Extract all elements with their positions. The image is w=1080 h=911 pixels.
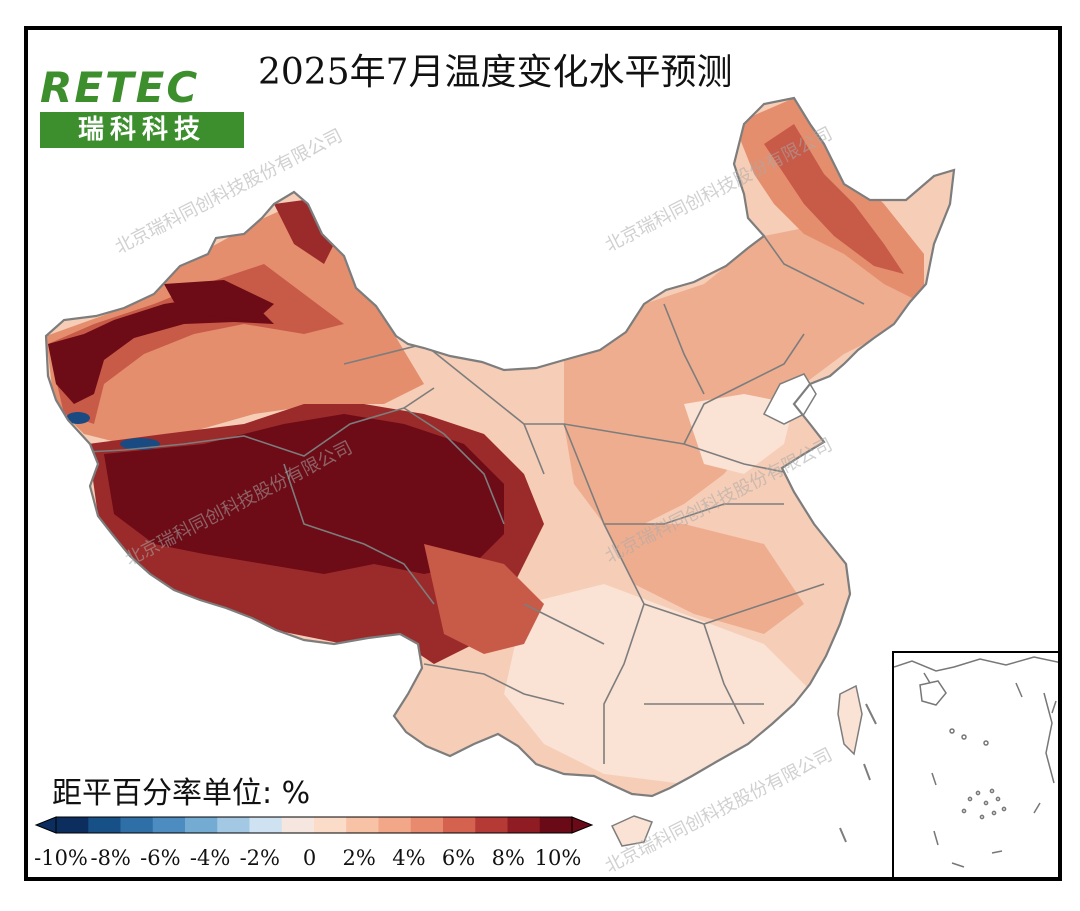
china-border — [44, 96, 956, 798]
hainan-island — [610, 815, 653, 847]
legend-tick-label: 0 — [302, 846, 317, 870]
province-border — [763, 235, 865, 305]
legend-tick-label: -6% — [140, 846, 181, 870]
province-border — [604, 503, 784, 525]
colorbar-segment — [314, 817, 347, 833]
colorbar-segment — [443, 817, 476, 833]
province-border — [663, 303, 705, 395]
legend-tick-label: -8% — [90, 846, 131, 870]
province-border — [47, 387, 435, 457]
bohai-sea — [762, 373, 817, 425]
province-border — [603, 603, 645, 764]
nine-dash-line — [865, 703, 877, 725]
logo-company-text: 瑞科科技 — [40, 112, 244, 148]
legend-tick-label: 6% — [441, 846, 476, 870]
inset-hainan — [919, 680, 947, 706]
temperature-anomaly-layers — [46, 98, 924, 784]
nine-dash-line — [839, 827, 847, 843]
province-border — [283, 463, 435, 605]
colorbar-segment — [378, 817, 412, 833]
inset-islands — [923, 672, 1057, 868]
anomaly-region-altai — [274, 200, 334, 264]
inset-philippines — [1043, 692, 1055, 784]
colorbar-segment — [539, 817, 573, 833]
legend-tick-label: -2% — [239, 846, 281, 870]
anomaly-cold-spot — [66, 412, 90, 424]
anomaly-region-south — [504, 584, 814, 784]
colorbar-segment — [507, 817, 541, 833]
province-border — [403, 407, 505, 525]
anomaly-region-hengduan — [424, 544, 544, 654]
colorbar-segment — [475, 817, 508, 833]
south-china-sea-map — [893, 656, 1058, 868]
province-border — [563, 423, 825, 625]
colorbar-segment — [120, 817, 154, 833]
colorbar-segment — [410, 817, 444, 833]
colorbar-segment — [346, 817, 379, 833]
logo-brand-text: RETEC — [40, 63, 200, 112]
colorbar-segment — [185, 817, 218, 833]
province-border — [524, 423, 795, 475]
legend-tick-label: -10% — [34, 846, 88, 870]
colorbar-outline — [55, 816, 573, 834]
legend-tick-label: 2% — [342, 846, 376, 870]
nine-dash-line — [863, 763, 871, 781]
province-border — [703, 623, 745, 725]
province-border — [423, 663, 565, 705]
colorbar-segment — [88, 817, 121, 833]
province-border — [523, 603, 605, 645]
colorbar-segment — [281, 817, 315, 833]
anomaly-region-tibet-core — [104, 414, 504, 574]
south-china-sea-inset — [892, 651, 1058, 877]
colorbar-max-arrow — [571, 816, 594, 834]
legend-tick-label: -4% — [189, 846, 231, 870]
anomaly-region-junggar — [164, 280, 274, 322]
province-border — [343, 343, 545, 475]
legend-tick-label: 4% — [392, 846, 426, 870]
colorbar-segment — [152, 817, 186, 833]
legend-tick-label: 8% — [491, 846, 525, 870]
colorbar-segment — [56, 817, 89, 833]
china-temperature-map — [44, 96, 956, 847]
colorbar-min-arrow — [34, 816, 57, 834]
map-frame — [24, 26, 1062, 881]
colorbar-segment — [249, 817, 283, 833]
legend-colorbar — [34, 816, 594, 834]
inset-coastline — [893, 656, 1058, 672]
anomaly-region-northeast-core — [764, 124, 904, 274]
province-border — [683, 333, 805, 445]
retec-logo: RETEC 瑞科科技 — [40, 66, 244, 148]
colorbar-segment — [217, 817, 250, 833]
legend-unit-label: 距平百分率单位: % — [52, 776, 311, 811]
legend-tick-label: 10% — [534, 846, 582, 870]
taiwan-island — [837, 684, 863, 756]
map-title: 2025年7月温度变化水平预测 — [258, 52, 733, 93]
anomaly-region-4pct — [564, 224, 924, 524]
